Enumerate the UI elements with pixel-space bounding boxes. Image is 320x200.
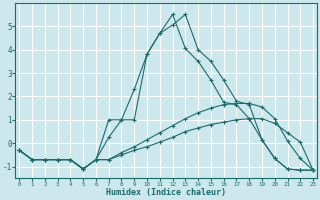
X-axis label: Humidex (Indice chaleur): Humidex (Indice chaleur)	[106, 188, 226, 197]
